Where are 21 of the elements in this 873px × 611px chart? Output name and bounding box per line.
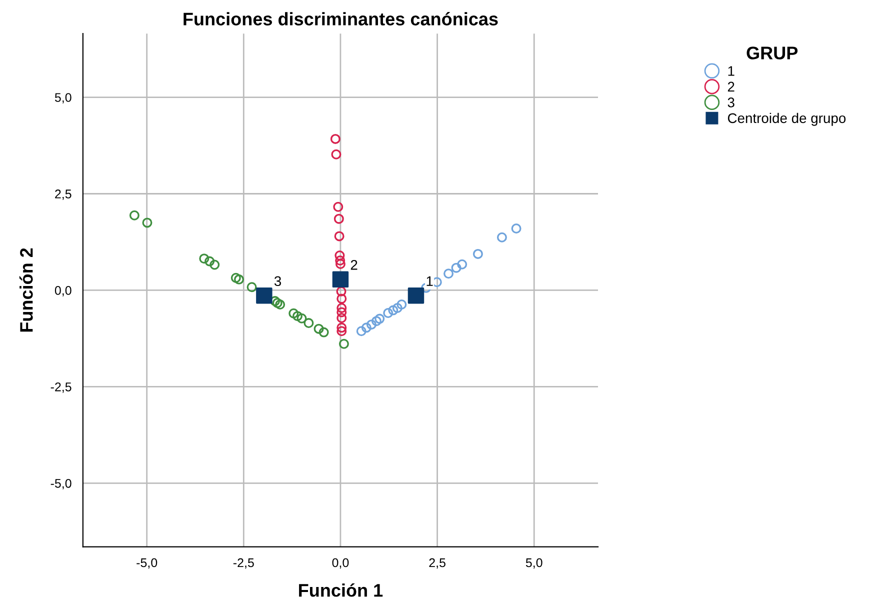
x-tick-label: 2,5 — [429, 558, 446, 569]
annotation: 3 — [274, 276, 282, 286]
annotation: 2 — [350, 260, 358, 270]
x-tick-label: 5,0 — [526, 558, 542, 569]
chart-title: Funciones discriminantes canónicas — [184, 12, 498, 26]
y-tick-label: -2,5 — [50, 382, 72, 393]
y-tick-label: 0,0 — [54, 286, 72, 296]
x-tick-label: 0,0 — [332, 558, 349, 569]
legend-title: GRUP — [746, 46, 798, 60]
annotation: 1 — [426, 276, 433, 286]
legend-label: 2 — [728, 82, 734, 92]
x-axis-title: Función 1 — [299, 583, 383, 597]
x-tick-label: -2,5 — [233, 558, 254, 569]
y-axis-title: Función 2 — [19, 248, 33, 332]
legend-label: 1 — [728, 66, 734, 76]
legend-label: Centroide de grupo — [728, 112, 846, 126]
y-tick-label: -5,0 — [50, 478, 72, 490]
y-tick-label: 2,5 — [55, 190, 72, 200]
y-tick-label: 5,0 — [54, 93, 72, 104]
legend-label: 3 — [728, 98, 734, 108]
x-tick-label: -5,0 — [136, 558, 158, 569]
